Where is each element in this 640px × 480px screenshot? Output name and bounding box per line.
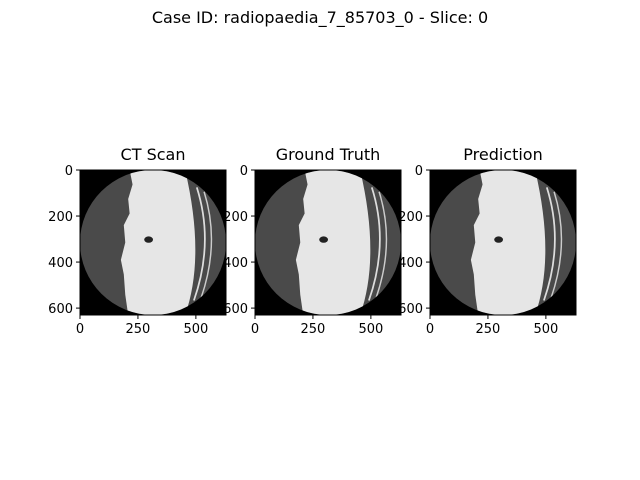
- axes-title: CT Scan: [121, 145, 186, 164]
- rib-line: [193, 187, 206, 301]
- y-tick-label: 200: [223, 210, 248, 225]
- rib-line: [200, 191, 213, 298]
- y-tick-label: 600: [398, 302, 423, 317]
- rib-line: [543, 187, 556, 301]
- ct-image: [255, 170, 401, 315]
- ct-image: [80, 170, 226, 315]
- x-tick-label: 500: [183, 322, 208, 337]
- x-tick-label: 500: [358, 322, 383, 337]
- y-tick-label: 400: [48, 256, 73, 271]
- x-tick-label: 0: [76, 322, 84, 337]
- dark-spot: [494, 236, 503, 243]
- ct-image: [430, 170, 576, 315]
- image-body: [255, 170, 401, 315]
- rib-line: [375, 191, 388, 298]
- y-tick-label: 0: [415, 164, 423, 179]
- y-tick-label: 600: [223, 302, 248, 317]
- y-tick-label: 0: [65, 164, 73, 179]
- x-tick-label: 250: [301, 322, 326, 337]
- axes-title: Prediction: [463, 145, 542, 164]
- rib-line: [368, 187, 381, 301]
- y-tick-label: 400: [398, 256, 423, 271]
- axes-title: Ground Truth: [276, 145, 381, 164]
- y-tick-label: 400: [223, 256, 248, 271]
- x-tick-label: 0: [251, 322, 259, 337]
- image-body: [430, 170, 576, 315]
- lung-region: [295, 170, 371, 315]
- rib-line: [550, 191, 563, 298]
- x-tick-label: 250: [476, 322, 501, 337]
- dark-spot: [144, 236, 153, 243]
- y-tick-label: 600: [48, 302, 73, 317]
- figure-title: Case ID: radiopaedia_7_85703_0 - Slice: …: [152, 8, 488, 28]
- x-tick-label: 0: [426, 322, 434, 337]
- image-body: [80, 170, 226, 315]
- dark-spot: [319, 236, 328, 243]
- x-tick-label: 250: [126, 322, 151, 337]
- y-tick-label: 200: [398, 210, 423, 225]
- axes-frame: [429, 169, 577, 316]
- x-tick-label: 500: [533, 322, 558, 337]
- lung-region: [470, 170, 546, 315]
- axes-frame: [79, 169, 227, 316]
- lung-region: [120, 170, 196, 315]
- y-tick-label: 0: [240, 164, 248, 179]
- y-tick-label: 200: [48, 210, 73, 225]
- axes-frame: [254, 169, 402, 316]
